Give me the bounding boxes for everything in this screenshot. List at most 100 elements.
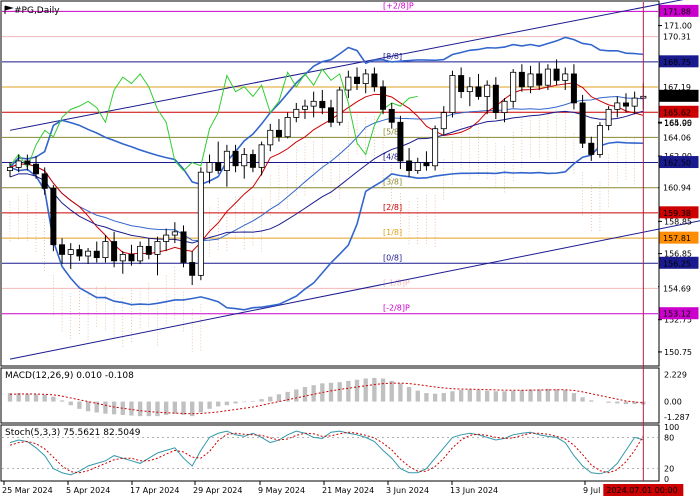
candle-body xyxy=(154,241,161,255)
price-tag-label: 154.69 xyxy=(663,284,691,293)
time-cursor-tag xyxy=(603,484,684,496)
chart-flag-icon xyxy=(4,5,14,14)
bollinger-upper-line xyxy=(9,36,644,186)
stoch-signal-line xyxy=(9,431,644,474)
price-tick-label: 165.00 xyxy=(664,118,692,127)
chikou-line xyxy=(9,68,418,172)
stoch-tick-label: 20 xyxy=(664,465,674,474)
candle-body xyxy=(180,231,187,263)
candle-body xyxy=(449,75,456,113)
candle-body xyxy=(588,142,595,155)
stoch-tick-label: 100 xyxy=(664,423,679,432)
candle-body xyxy=(440,112,447,130)
candle-body xyxy=(111,241,118,262)
price-tag xyxy=(659,281,699,294)
murrey-level-label: [3/8] xyxy=(383,178,402,187)
price-tag-label: 156.25 xyxy=(663,259,691,268)
stoch-main-line xyxy=(9,430,644,476)
price-tag xyxy=(659,89,699,102)
murrey-level-label: [5/8] xyxy=(383,127,402,136)
time-cursor-label: 2024.07.01 00:00 xyxy=(606,486,677,495)
time-tick-label: 3 Jun 2024 xyxy=(386,486,429,495)
candle-body xyxy=(171,231,178,236)
candle-body xyxy=(371,73,378,88)
murrey-level-label: [1/8] xyxy=(383,228,402,237)
candle-body xyxy=(553,68,560,81)
candle-body xyxy=(197,171,204,276)
price-tick-label: 156.85 xyxy=(664,250,692,259)
price-tag-label: 157.81 xyxy=(663,234,691,243)
kijun-line xyxy=(9,110,644,244)
murrey-level-label: [-2/8]P xyxy=(383,304,410,313)
candle-body xyxy=(388,108,395,123)
price-tag xyxy=(659,307,699,320)
candle-body xyxy=(596,125,603,155)
candle-body xyxy=(605,108,612,126)
main-pane xyxy=(0,0,660,367)
candle-body xyxy=(406,160,413,172)
macd-tick-label: 2.229 xyxy=(664,371,687,380)
price-tag-label: 166.61 xyxy=(663,92,691,101)
murrey-level-label: [+2/8]P xyxy=(383,1,414,10)
candle-body xyxy=(423,162,430,167)
candle-body xyxy=(510,71,517,102)
time-tick-label: 13 Jun 2024 xyxy=(450,486,498,495)
price-axis: 171.00165.00164.95162.90160.94158.85156.… xyxy=(658,4,699,357)
candle-body xyxy=(475,86,482,97)
candles xyxy=(6,59,647,286)
candle-body xyxy=(6,166,14,172)
price-tag xyxy=(659,4,699,17)
candle-body xyxy=(102,241,109,259)
price-tag xyxy=(659,156,699,169)
macd-pane xyxy=(0,367,660,424)
candle-body xyxy=(432,128,439,167)
candle-body xyxy=(319,100,326,109)
stoch-title: Stoch(5,3,3) 75.5621 82.5049 xyxy=(5,428,141,438)
candle-body xyxy=(275,129,282,138)
macd-tick-label: -1.287 xyxy=(664,413,690,422)
stoch-tick-label: 0 xyxy=(664,475,669,484)
candle-body xyxy=(76,249,83,257)
candle-body xyxy=(536,73,543,86)
candle-body xyxy=(622,102,629,107)
candle-body xyxy=(206,162,213,173)
price-tag xyxy=(659,256,699,269)
stoch-tick-label: 80 xyxy=(664,433,674,442)
candle-body xyxy=(145,245,152,255)
price-tick-label: 158.85 xyxy=(664,217,692,226)
price-tag-label: 164.06 xyxy=(663,133,691,142)
candle-body xyxy=(137,245,144,262)
time-tick-label: 25 Mar 2024 xyxy=(2,486,53,495)
candle-body xyxy=(501,100,508,113)
window-title: #PG,Daily xyxy=(4,5,60,16)
candle-body xyxy=(215,162,222,172)
price-tick-label: 164.95 xyxy=(664,119,692,128)
candle-body xyxy=(527,73,534,88)
murrey-level-label: [0/8] xyxy=(383,253,402,262)
candle-body xyxy=(67,249,74,255)
stoch-pane xyxy=(0,424,660,482)
candle-body xyxy=(301,105,308,110)
murrey-level-label: [-1/8]P xyxy=(383,278,410,287)
price-tag-label: 165.62 xyxy=(663,108,691,117)
price-tag-label: 170.31 xyxy=(663,33,691,42)
price-tick-label: 150.75 xyxy=(664,348,692,357)
candle-body xyxy=(380,86,387,110)
candle-body xyxy=(631,97,638,107)
candle-body xyxy=(232,150,239,167)
price-tick-label: 171.00 xyxy=(664,22,692,31)
candle-body xyxy=(163,234,170,242)
candle-body xyxy=(258,144,265,168)
candle-body xyxy=(614,102,621,110)
price-tag-label: 160.94 xyxy=(663,184,691,193)
candle-body xyxy=(484,84,491,97)
price-tag xyxy=(659,105,699,118)
price-tag xyxy=(659,181,699,194)
candle-body xyxy=(85,250,92,257)
price-tag-label: 162.50 xyxy=(663,159,691,168)
price-tag xyxy=(659,30,699,43)
candle-body xyxy=(414,162,421,172)
candle-body xyxy=(310,100,317,107)
